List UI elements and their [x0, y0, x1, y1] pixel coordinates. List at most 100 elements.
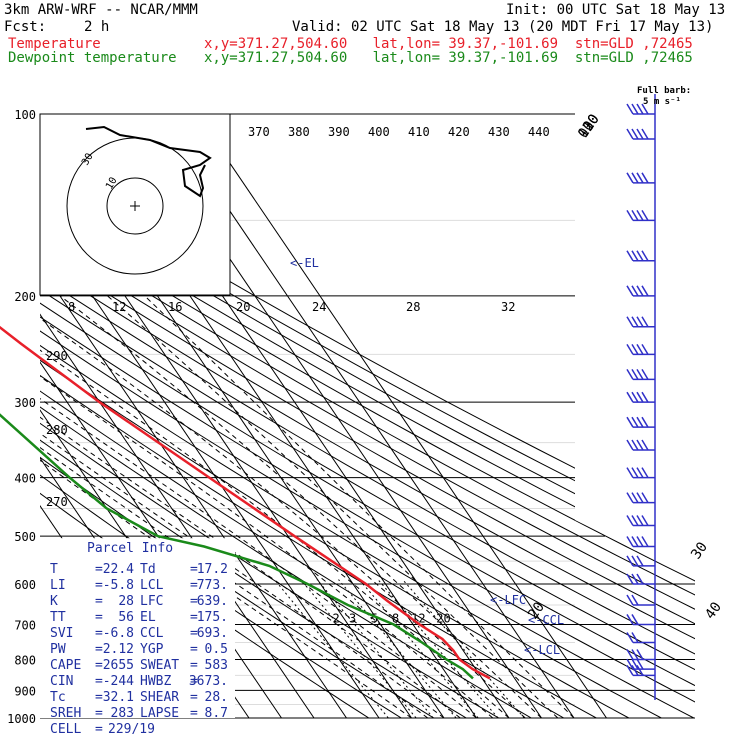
parcel-eq-3: =: [95, 610, 103, 625]
wind-barb-feather: [636, 172, 644, 184]
wind-barb-feather: [626, 573, 634, 585]
wind-barb-feather: [636, 391, 644, 403]
isobar-label-300: 300: [14, 396, 36, 410]
parcel-key-8: Tc: [50, 690, 66, 705]
wind-barb-feather: [641, 172, 649, 184]
wind-barb-feather: [636, 128, 644, 140]
wind-barb-feather: [636, 492, 644, 504]
parcel-key-3: TT: [50, 610, 66, 625]
hodograph-ring-label-10: 10: [104, 176, 120, 192]
parcel-key2-1: LCL: [140, 578, 164, 593]
parcel-key2-2: LFC: [140, 594, 163, 609]
wind-barb-1: [626, 128, 655, 140]
theta-label-410: 410: [408, 125, 430, 139]
moist-adiabat-15: [40, 114, 494, 718]
dry-adiabat-340: [40, 114, 662, 718]
parcel-key2-8: SHEAR: [140, 690, 179, 705]
parcel-val-9: 283: [111, 706, 134, 721]
parcel-eq-1: =: [95, 578, 103, 593]
wind-barb-feather: [631, 658, 639, 670]
wind-barb-5: [626, 285, 655, 297]
wind-barb-feather: [626, 594, 634, 606]
wind-barb-feather: [631, 467, 639, 479]
wind-barb-feather: [641, 515, 649, 526]
parcel-eq-2: =: [95, 594, 103, 609]
wind-barb-feather: [626, 632, 634, 643]
parcel-val-5: 2.12: [103, 642, 134, 657]
parcel-eq-9: =: [95, 706, 103, 721]
wind-barb-0: [626, 103, 655, 115]
wind-barb-7: [626, 343, 655, 356]
isobar-label-500: 500: [14, 530, 36, 544]
wind-barb-9: [626, 391, 655, 403]
wind-barb-feather: [631, 536, 639, 547]
dry-adiabat-350: [40, 114, 695, 718]
isobar-label-800: 800: [14, 653, 36, 667]
wind-barb-feather: [641, 209, 649, 221]
wind-barb-feather: [626, 664, 634, 676]
dry-adiabat-460: [40, 114, 695, 718]
hodograph-ring-label-30: 30: [80, 152, 96, 168]
wind-barb-feather: [631, 128, 639, 140]
wind-barb-18: [626, 594, 655, 606]
wind-barb-feather: [631, 285, 639, 297]
dry-adiabat-480: [40, 114, 695, 718]
wind-barb-6: [626, 316, 655, 328]
parcel-info-bg: [40, 538, 235, 718]
wind-barb-feather: [636, 416, 644, 428]
dry-adiabat-label-280: 280: [46, 423, 68, 437]
dry-adiabat-430: [40, 114, 695, 718]
parcel-key2-0: Td: [140, 562, 156, 577]
wind-barb-feather: [631, 209, 639, 221]
isobar-label-900: 900: [14, 684, 36, 698]
wind-barb-feather: [626, 250, 634, 262]
wind-barb-feather: [636, 368, 644, 380]
wind-barb-feather: [626, 172, 634, 184]
moist-adiabat-40: [40, 114, 575, 718]
theta-label-420: 420: [448, 125, 470, 139]
parcel-eq2-5: =: [190, 642, 198, 657]
barb-legend-line2: 5 m s⁻¹: [643, 97, 681, 107]
parcel-eq-0: =: [95, 562, 103, 577]
wind-barb-feather: [636, 649, 644, 660]
parcel-eq-6: =: [95, 658, 103, 673]
theta-e-label-28: 28: [406, 300, 420, 314]
parcel-eq-8: =: [95, 690, 103, 705]
parcel-key-7: CIN: [50, 674, 73, 689]
parcel-eq-4: =: [95, 626, 103, 641]
parcel-val-1: -5.8: [103, 578, 134, 593]
dry-adiabat-label-270: 270: [46, 495, 68, 509]
theta-label-400: 400: [368, 125, 390, 139]
isotherm-label-20: 20: [525, 599, 548, 622]
dewpoint-station-info: x,y=371.27,504.60 lat,lon= 39.37,-101.69…: [204, 50, 693, 66]
wind-barb-feather: [626, 343, 634, 355]
parcel-val2-2: 639.: [197, 594, 228, 609]
wind-barb-feather: [631, 632, 639, 643]
theta-e-label-20: 20: [236, 300, 250, 314]
wind-barb-feather: [626, 368, 634, 380]
wind-barb-feather: [636, 664, 644, 676]
wind-barb-feather: [631, 391, 639, 403]
wind-barb-feather: [641, 416, 649, 428]
isobar-label-1000: 1000: [7, 712, 36, 726]
moist-adiabat-25: [40, 114, 526, 718]
parcel-val-6: 2655: [103, 658, 134, 673]
wind-barb-feather: [636, 658, 644, 670]
init-time: Init: 00 UTC Sat 18 May 13: [506, 2, 726, 18]
grid-labels: 1002003004005006007008009001000-80-70-60…: [7, 108, 725, 726]
isotherm--30: [40, 114, 347, 718]
parcel-val2-7: 3673.: [189, 674, 228, 689]
parcel-val-3: 56: [118, 610, 134, 625]
dry-adiabat-320: [40, 114, 597, 718]
parcel-val2-0: 17.2: [197, 562, 228, 577]
isotherm-40: [163, 114, 575, 718]
dry-adiabat-330: [40, 114, 630, 718]
wind-barb-feather: [636, 343, 644, 355]
wind-barb-3: [626, 209, 655, 222]
dry-adiabat-420: [40, 114, 695, 718]
parcel-eq2-8: =: [190, 690, 198, 705]
parcel-val2-8: 28.: [205, 690, 228, 705]
wind-barb-feather: [641, 285, 649, 297]
